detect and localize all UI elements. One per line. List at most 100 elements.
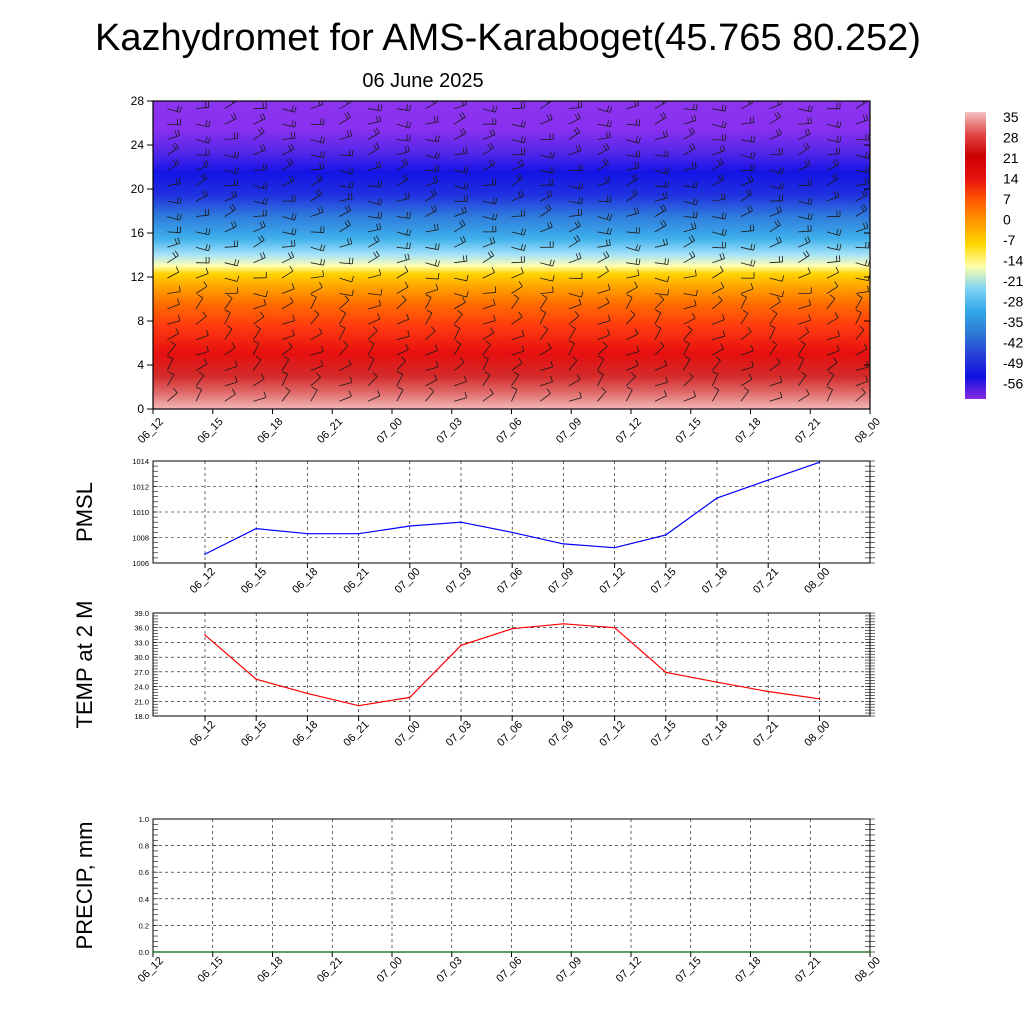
wind-barb xyxy=(568,252,582,264)
wind-barb xyxy=(195,136,211,144)
wind-barb xyxy=(339,192,353,202)
wind-barb xyxy=(396,121,412,129)
wind-barb xyxy=(339,276,354,283)
wind-barb xyxy=(167,327,180,341)
wind-barb xyxy=(597,371,604,387)
wind-barb xyxy=(597,227,612,235)
wind-barb xyxy=(454,147,468,156)
wind-barb xyxy=(167,250,179,264)
wind-barb xyxy=(683,269,697,279)
y-tick-label: 0 xyxy=(137,402,144,416)
data-point xyxy=(665,671,667,674)
wind-barb xyxy=(167,388,178,402)
wind-barb xyxy=(195,209,210,217)
wind-barb xyxy=(396,192,410,202)
x-tick-label: 07_03 xyxy=(444,719,474,749)
colorbar-label: -35 xyxy=(1003,314,1023,330)
y-tick-label: 21.0 xyxy=(134,697,149,706)
wind-barb xyxy=(798,142,810,156)
wind-barb xyxy=(568,272,583,279)
wind-barb xyxy=(339,376,353,387)
wind-barb xyxy=(769,194,784,202)
y-tick-label: 12 xyxy=(131,270,145,284)
wind-barb xyxy=(855,343,868,356)
wind-barb xyxy=(367,161,382,171)
wind-barb xyxy=(740,386,750,402)
wind-barb xyxy=(626,359,639,371)
data-point xyxy=(510,951,513,953)
wind-barb xyxy=(540,360,554,371)
wind-barb xyxy=(826,357,838,371)
x-tick-label: 07_03 xyxy=(435,955,465,985)
wind-barb xyxy=(511,311,523,325)
data-point xyxy=(152,951,154,953)
y-tick-label: 30.0 xyxy=(134,653,149,662)
wind-barb xyxy=(826,210,841,218)
wind-barb xyxy=(769,101,783,110)
wind-barb xyxy=(740,272,755,279)
precip-panel: 06_12 06_15 06_18 06_21 07_00 07_03 07_06 07_09… xyxy=(72,815,883,985)
wind-barb xyxy=(195,101,210,110)
wind-barb xyxy=(282,239,296,248)
wind-barb xyxy=(195,294,204,310)
y-tick-label: 0.0 xyxy=(139,948,149,957)
wind-barb xyxy=(712,295,723,310)
wind-barb xyxy=(425,165,440,172)
wind-barb xyxy=(253,373,265,387)
colorbar-label: -21 xyxy=(1003,273,1023,289)
wind-barb xyxy=(224,204,236,217)
wind-barb xyxy=(597,213,613,221)
data-point xyxy=(665,534,667,536)
wind-barb xyxy=(224,376,238,387)
wind-barb xyxy=(540,189,553,202)
wind-barb xyxy=(339,359,352,371)
wind-barb xyxy=(482,197,498,205)
wind-barb xyxy=(482,129,496,140)
wind-barb xyxy=(654,258,670,265)
y-tick-label: 24.0 xyxy=(134,683,149,692)
wind-barb xyxy=(654,167,670,175)
x-tick-label: 06_12 xyxy=(188,566,218,596)
wind-barb xyxy=(282,132,296,140)
data-point xyxy=(716,681,718,683)
wind-barb xyxy=(855,241,870,249)
data-point xyxy=(357,704,360,707)
x-tick-label: 06_21 xyxy=(341,566,371,596)
wind-barb xyxy=(195,267,209,279)
wind-barb xyxy=(597,105,613,113)
wind-barb xyxy=(711,371,719,387)
wind-barb xyxy=(683,161,697,171)
wind-barb xyxy=(597,239,611,248)
wind-barb xyxy=(568,220,581,233)
wind-barb xyxy=(826,120,842,129)
x-tick-label: 06_15 xyxy=(239,719,269,749)
wind-barb xyxy=(769,128,782,140)
x-tick-label: 06_21 xyxy=(315,416,345,446)
wind-barb xyxy=(310,136,326,144)
wind-barb xyxy=(568,235,581,248)
wind-barb xyxy=(281,157,294,171)
wind-barb xyxy=(368,104,383,112)
x-tick-label: 07_15 xyxy=(649,566,679,596)
wind-barb xyxy=(195,173,208,187)
wind-barb xyxy=(540,151,555,159)
x-tick-label: 06_18 xyxy=(290,566,320,596)
wind-barb xyxy=(224,112,237,125)
wind-barb xyxy=(539,294,548,310)
wind-barb xyxy=(454,375,467,387)
warm-core-afternoon-2 xyxy=(361,351,782,409)
wind-barb xyxy=(712,104,727,112)
wind-barb xyxy=(712,134,726,141)
wind-barb xyxy=(740,188,753,202)
wind-barb xyxy=(425,176,439,187)
x-tick-label: 06_15 xyxy=(196,955,226,985)
wind-barb xyxy=(253,127,265,140)
x-tick-label: 07_12 xyxy=(614,416,644,446)
colorbar-label: -56 xyxy=(1003,376,1023,392)
wind-barb xyxy=(855,387,866,402)
wind-barb xyxy=(798,159,811,171)
data-point xyxy=(716,497,718,499)
wind-barb xyxy=(798,267,811,279)
wind-barb xyxy=(453,111,466,125)
wind-barb xyxy=(539,325,549,340)
